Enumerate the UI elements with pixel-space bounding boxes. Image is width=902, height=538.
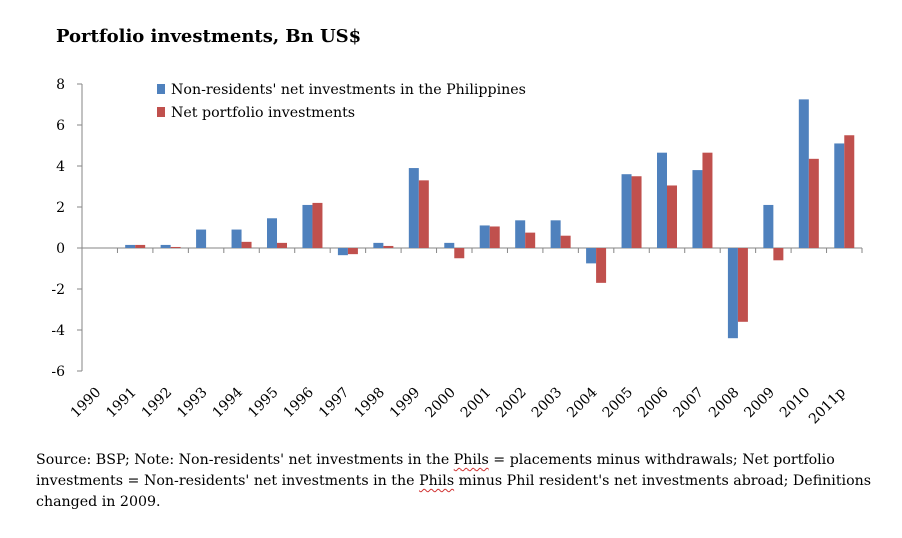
bar-nonresident-2002 [515, 220, 526, 248]
y-tick-label: 0 [56, 241, 65, 257]
y-tick-label: 6 [56, 118, 65, 134]
x-tick-label: 2003 [529, 385, 566, 422]
legend-label: Non-residents' net investments in the Ph… [171, 82, 526, 98]
bar-nonresident-2011p [834, 143, 845, 248]
bar-net-portfolio-2011p [844, 135, 855, 248]
x-tick-label: 2009 [741, 385, 778, 422]
footnote-phils-2: Phils [419, 473, 455, 489]
bar-nonresident-1994 [231, 229, 242, 248]
y-tick-label: 2 [56, 200, 65, 216]
x-tick-label: 2002 [493, 385, 530, 422]
bar-net-portfolio-2002 [525, 232, 536, 248]
bar-net-portfolio-2010 [808, 158, 819, 248]
bar-nonresident-2004 [586, 248, 597, 264]
x-tick-labels: 1990199119921993199419951996199719981999… [68, 384, 849, 427]
bar-net-portfolio-1999 [418, 180, 429, 248]
bar-net-portfolio-2008 [737, 248, 748, 322]
y-tick-label: 8 [56, 77, 65, 93]
x-tick-label: 2000 [422, 385, 459, 422]
footnote-part-2: = placements minus withdrawals; Net port… [36, 452, 835, 489]
chart-title: Portfolio investments, Bn US$ [56, 26, 362, 47]
y-axis: 8 6 4 2 0 -2 -4 -6 [51, 77, 83, 380]
bar-net-portfolio-2006 [667, 185, 677, 248]
bar-nonresident-2000 [444, 242, 455, 248]
x-tick-label: 1990 [68, 385, 105, 422]
bar-net-portfolio-2007 [702, 152, 713, 248]
x-tick-label: 1995 [245, 385, 282, 422]
x-tick-label: 2007 [671, 385, 708, 422]
x-tick-label: 1992 [139, 385, 176, 422]
x-tick-label: 1999 [387, 385, 424, 422]
bar-nonresident-1997 [337, 248, 348, 256]
bar-nonresident-2005 [621, 174, 632, 248]
bar-nonresident-2006 [657, 152, 667, 248]
bar-net-portfolio-2000 [454, 248, 465, 259]
legend-label: Net portfolio investments [171, 105, 355, 121]
x-tick-label: 1997 [316, 385, 353, 422]
x-tick-label: 2001 [458, 385, 495, 422]
x-tick-label: 1998 [351, 385, 388, 422]
x-tick-label: 1996 [281, 384, 318, 421]
x-tick-label: 2004 [564, 384, 601, 421]
bars-group [125, 99, 855, 339]
bar-net-portfolio-2001 [489, 226, 500, 248]
x-tick-label: 2005 [600, 385, 637, 422]
bar-net-portfolio-1996 [312, 202, 323, 248]
footnote-part-1: Source: BSP; Note: Non-residents' net in… [36, 452, 454, 468]
bar-nonresident-1999 [408, 168, 419, 248]
bar-net-portfolio-1994 [241, 241, 252, 248]
bar-nonresident-2009 [763, 204, 774, 248]
x-tick-label: 1993 [174, 385, 211, 422]
bar-nonresident-1992 [160, 244, 171, 248]
x-tick-label: 2008 [706, 385, 743, 422]
bar-nonresident-1996 [302, 204, 313, 248]
bar-nonresident-2003 [550, 220, 561, 248]
bar-nonresident-1991 [125, 244, 136, 248]
legend-swatch [157, 107, 165, 117]
legend: Non-residents' net investments in the Ph… [157, 82, 526, 121]
bar-nonresident-2010 [798, 99, 809, 248]
bar-net-portfolio-1992 [170, 246, 181, 248]
x-tick-label: 2011p [806, 384, 849, 427]
bar-net-portfolio-1995 [277, 242, 287, 248]
footnote-part-3: minus Phil resident's net investments ab… [36, 473, 872, 510]
bar-nonresident-1993 [196, 229, 207, 248]
bar-nonresident-1995 [267, 218, 277, 248]
bar-net-portfolio-1997 [347, 248, 358, 255]
legend-swatch [157, 84, 165, 94]
bar-chart: 8 6 4 2 0 -2 -4 -6 1990199119921993199419951996… [51, 77, 863, 427]
y-tick-label: 4 [56, 159, 65, 175]
bar-net-portfolio-2009 [773, 248, 784, 261]
y-tick-label: -6 [51, 364, 65, 380]
x-tick-label: 2006 [635, 384, 672, 421]
bar-net-portfolio-2004 [596, 248, 607, 283]
x-tick-label: 1994 [210, 384, 247, 421]
bar-nonresident-2007 [692, 170, 703, 248]
bar-nonresident-2008 [727, 248, 738, 339]
bar-net-portfolio-1991 [135, 244, 146, 248]
bar-net-portfolio-2003 [560, 235, 571, 248]
bar-nonresident-1998 [373, 242, 384, 248]
y-tick-label: -2 [51, 282, 65, 298]
x-tick-label: 1991 [103, 385, 140, 422]
y-tick-label: -4 [51, 323, 65, 339]
bar-net-portfolio-2005 [631, 176, 642, 248]
source-footnote: Source: BSP; Note: Non-residents' net in… [36, 450, 886, 513]
bar-nonresident-2001 [479, 225, 490, 248]
bar-net-portfolio-1998 [383, 245, 394, 248]
footnote-phils-1: Phils [453, 452, 489, 468]
